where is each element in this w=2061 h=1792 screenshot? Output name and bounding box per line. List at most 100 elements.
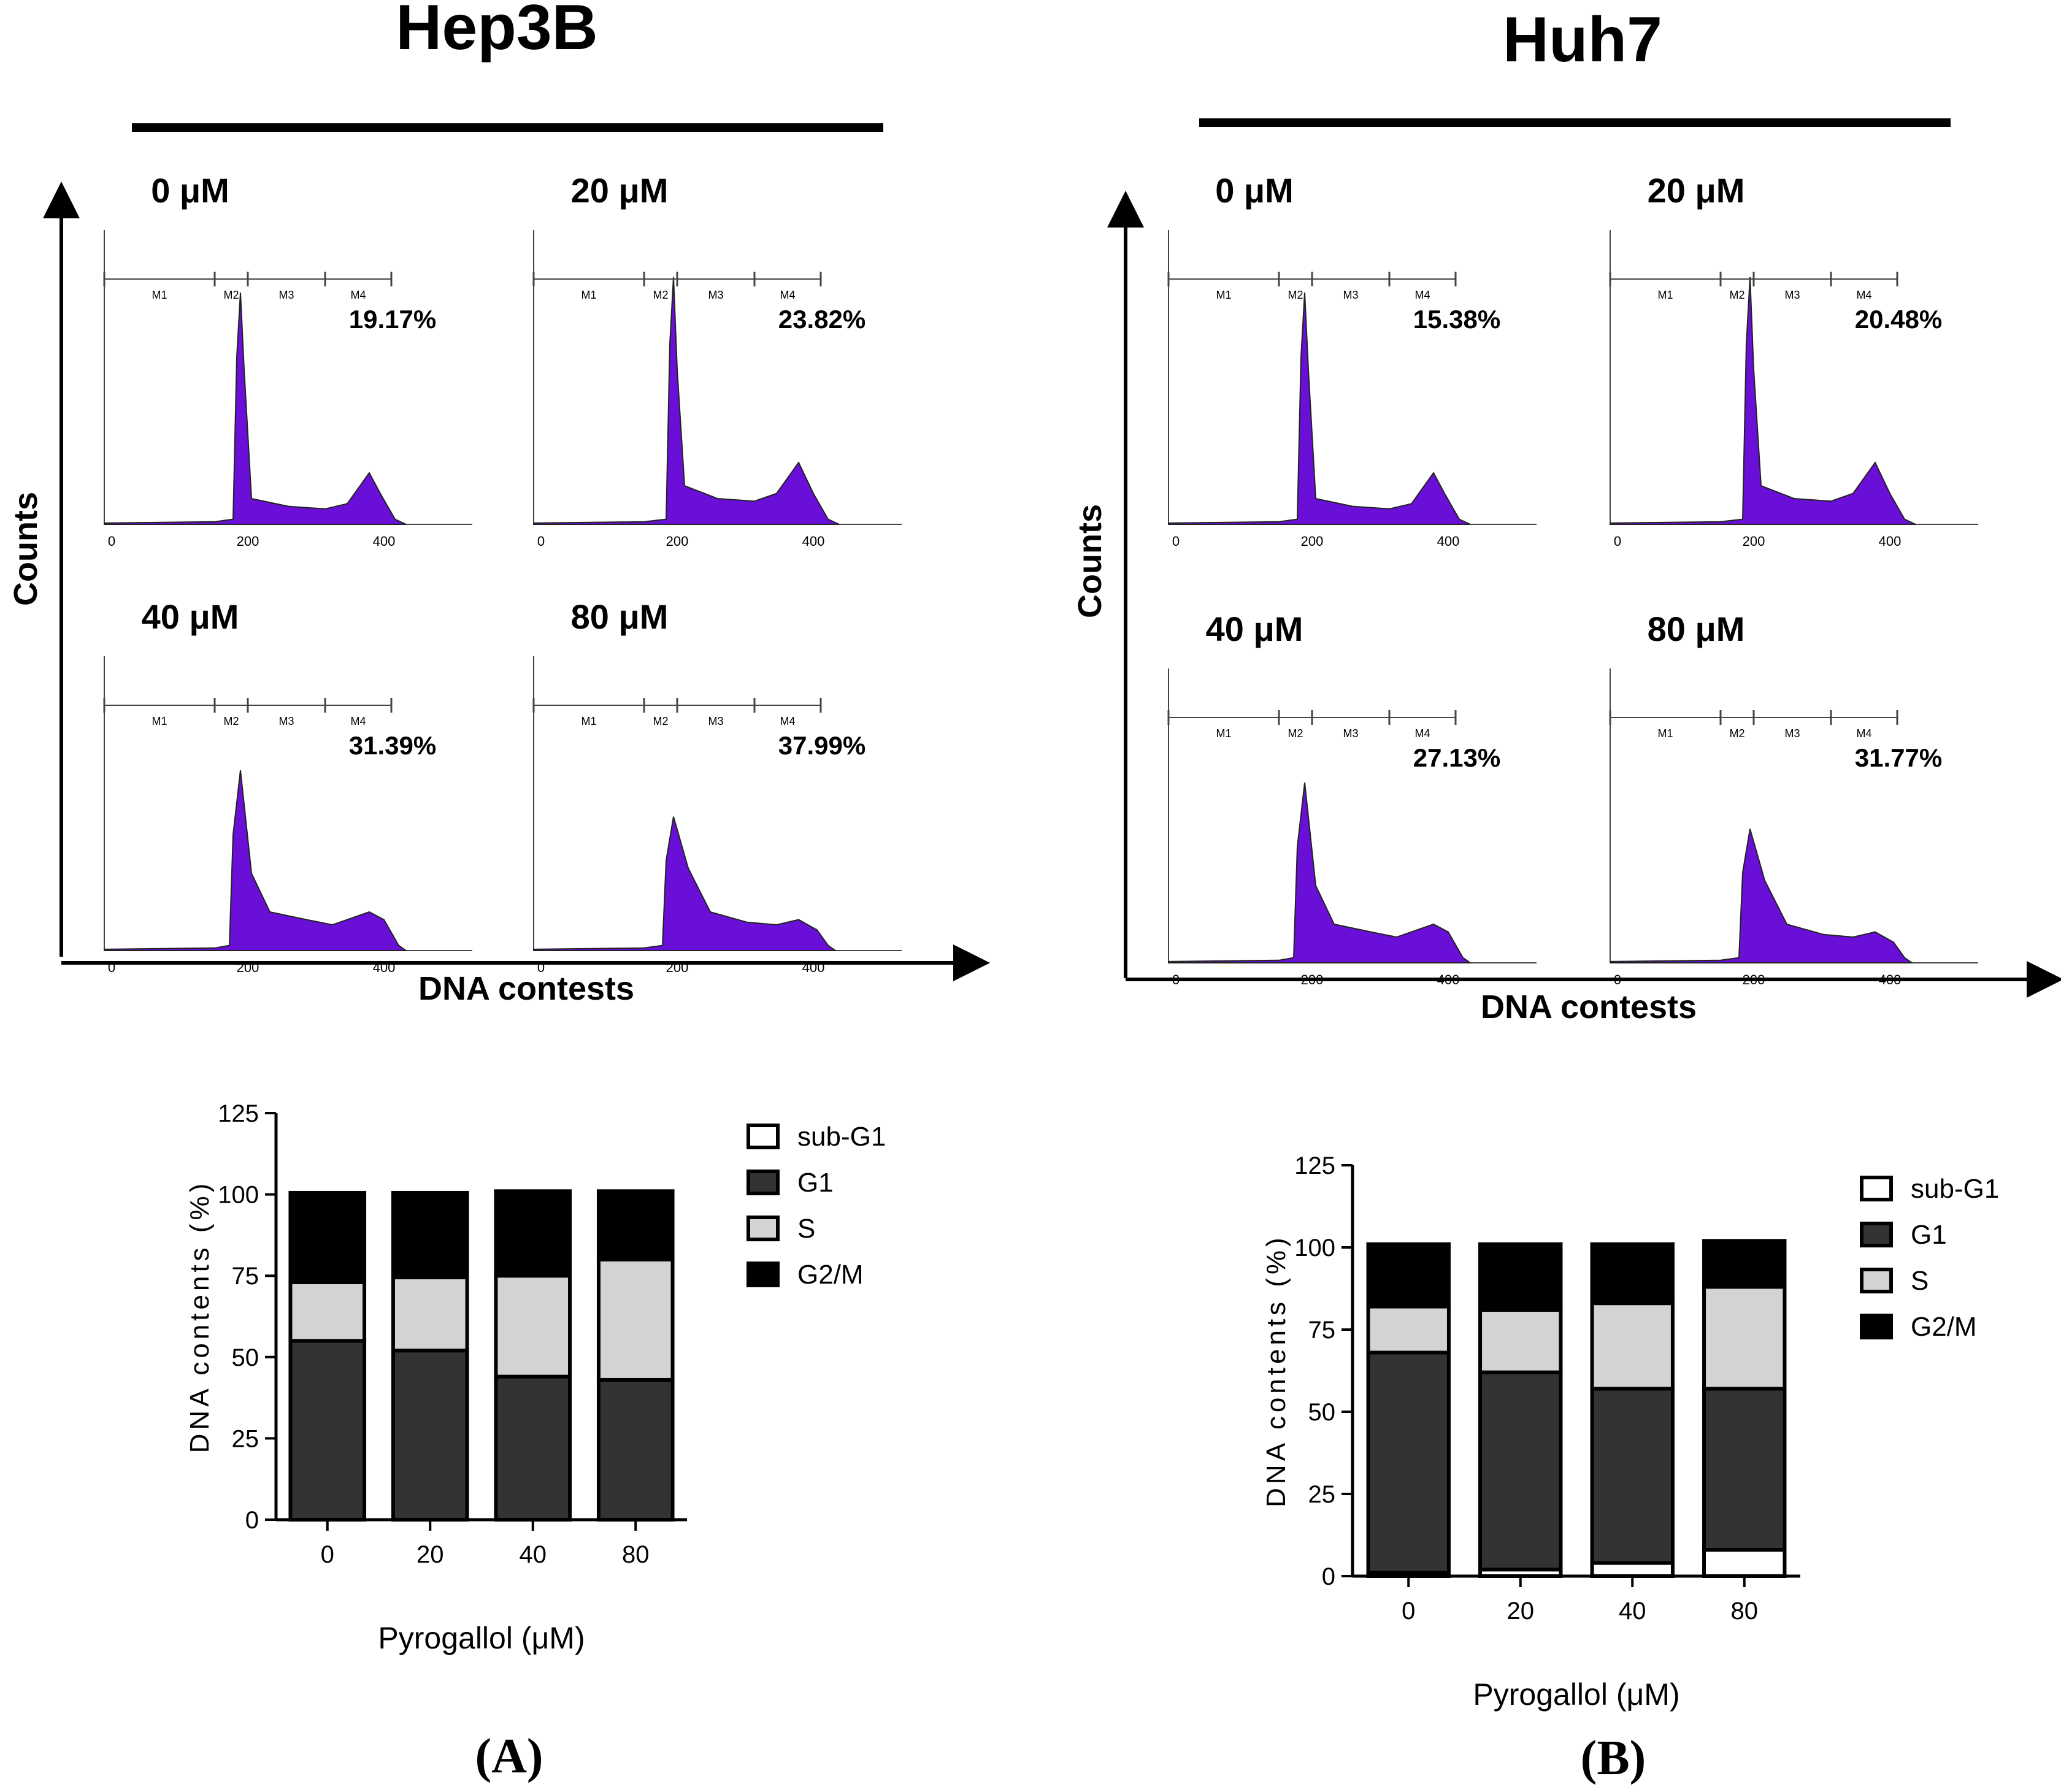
stacked-bar-chart-b: 0 25 50 75 100 125 0 20 40 80 Pyrogallol (μM) DNA c… [1261, 1152, 1999, 1712]
gate-label-m2: M2 [223, 715, 239, 727]
stacked-bar-chart-a: 0 25 50 75 100 125 0 20 40 80 Pyrogallol (μM) DNA c… [185, 1100, 886, 1655]
hist-tick-label: 200 [1301, 972, 1324, 987]
legend-label: S [797, 1214, 815, 1244]
hist-tick-label: 400 [373, 534, 396, 549]
y-axis-title: DNA contents (%) [185, 1180, 215, 1453]
x-tick-label: 80 [622, 1541, 650, 1568]
hist-tick-label: 0 [1172, 972, 1180, 987]
gate-label-m3: M3 [708, 715, 723, 727]
title-underline [1199, 118, 1951, 127]
x-tick-label: 20 [416, 1541, 444, 1568]
bar-segment-s [288, 1280, 367, 1343]
gate-label-m2: M2 [1729, 727, 1744, 740]
gate-label-m4: M4 [350, 715, 366, 727]
hist-tick-label: 400 [802, 960, 825, 975]
bar-segment-g1 [288, 1339, 367, 1522]
gate-label-m2: M2 [653, 715, 668, 727]
bar-segment-g1 [1366, 1350, 1451, 1575]
histogram-area [1610, 277, 1916, 525]
dose-label: 80 μM [1648, 610, 1745, 648]
bar-segment-s [1590, 1301, 1675, 1391]
gate-label-m4: M4 [780, 289, 795, 301]
bar-segment-sub-g1 [1702, 1548, 1787, 1579]
gate-label-m3: M3 [1343, 289, 1358, 301]
x-axis-title: Pyrogallol (μM) [1473, 1677, 1679, 1712]
bar-segment-g1 [596, 1377, 675, 1522]
percentage-label: 23.82% [778, 305, 865, 334]
histogram-area [104, 770, 409, 951]
hist-tick-label: 0 [537, 534, 545, 549]
y-tick-label: 100 [1294, 1235, 1335, 1262]
hist-tick-label: 0 [537, 960, 545, 975]
legend-label: G1 [797, 1168, 834, 1198]
gate-label-m3: M3 [708, 289, 723, 301]
panel-a: Hep3B Counts DNA contests 0 μM M1 M2 M3 M4 19… [7, 0, 990, 1783]
gate-label-m4: M4 [1856, 727, 1871, 740]
y-tick-label: 125 [1294, 1152, 1335, 1179]
gate-label-m2: M2 [1729, 289, 1744, 301]
hist-tick-label: 0 [1614, 972, 1621, 987]
x-tick-label: 40 [1619, 1598, 1646, 1625]
bar-segment-g2m [288, 1190, 367, 1284]
hist-tick-label: 200 [1743, 534, 1765, 549]
hist-tick-label: 400 [1879, 534, 1902, 549]
x-axis-label: DNA contests [418, 970, 634, 1007]
histogram-area [533, 277, 840, 525]
cell-line-title: Huh7 [1503, 4, 1662, 75]
x-tick-label: 0 [1402, 1598, 1415, 1625]
gate-label-m4: M4 [780, 715, 795, 727]
gate-label-m2: M2 [653, 289, 668, 301]
bar-segment-s [1702, 1285, 1787, 1391]
y-axis-label: Counts [1072, 504, 1108, 618]
histogram-area [533, 816, 838, 951]
gate-label-m3: M3 [1784, 289, 1800, 301]
dose-label: 0 μM [151, 171, 229, 210]
dose-label: 80 μM [571, 597, 669, 636]
dose-label: 40 μM [142, 597, 239, 636]
hist-tick-label: 400 [1879, 972, 1902, 987]
hist-tick-label: 400 [802, 534, 825, 549]
y-tick-label: 100 [218, 1182, 259, 1209]
cell-line-title: Hep3B [396, 0, 597, 63]
percentage-label: 27.13% [1413, 743, 1500, 772]
bar-segment-g2m [1366, 1242, 1451, 1309]
gate-label-m1: M1 [581, 715, 596, 727]
gate-label-m4: M4 [350, 289, 366, 301]
hist-tick-label: 200 [1301, 534, 1324, 549]
bar-segment-s [596, 1257, 675, 1382]
y-tick-label: 75 [1308, 1317, 1336, 1344]
gate-label-m2: M2 [223, 289, 239, 301]
bar-segment-s [1366, 1304, 1451, 1355]
gate-label-m4: M4 [1414, 289, 1430, 301]
bar-segment-s [494, 1274, 572, 1379]
x-tick-label: 40 [520, 1541, 547, 1568]
percentage-label: 31.39% [349, 731, 436, 760]
histogram: 80 μM M1 M2 M3 M4 31.77% 0 200 400 [1609, 610, 1978, 987]
bar-segment-s [391, 1275, 469, 1353]
hist-grid-a: 0 μM M1 M2 M3 M4 19.17% 0 200 400 20 μM M1 M2 M3 M4 23… [103, 171, 902, 975]
y-tick-label: 50 [1308, 1399, 1336, 1426]
legend-swatch [746, 1124, 780, 1149]
bar-segment-g2m [494, 1189, 572, 1278]
bar-segment-s [1478, 1308, 1563, 1374]
hist-tick-label: 400 [1437, 972, 1460, 987]
dose-label: 40 μM [1206, 610, 1303, 648]
gate-label-m4: M4 [1414, 727, 1430, 740]
bar-segment-g1 [494, 1374, 572, 1522]
histogram-area [1610, 829, 1914, 963]
y-axis-label: Counts [7, 492, 44, 606]
hist-tick-label: 0 [1614, 534, 1621, 549]
y-tick-label: 25 [1308, 1481, 1336, 1508]
dose-label: 20 μM [1648, 171, 1745, 210]
bar-segment-g1 [1590, 1387, 1675, 1565]
bar-segment-g2m [596, 1189, 675, 1262]
legend-swatch [746, 1216, 780, 1241]
histogram-area [1168, 782, 1473, 963]
panel-label: (B) [1581, 1731, 1646, 1785]
legend-swatch [746, 1170, 780, 1195]
legend-label: S [1911, 1266, 1929, 1296]
hist-tick-label: 0 [1172, 534, 1180, 549]
hist-tick-label: 0 [108, 534, 115, 549]
gate-label-m3: M3 [1784, 727, 1800, 740]
